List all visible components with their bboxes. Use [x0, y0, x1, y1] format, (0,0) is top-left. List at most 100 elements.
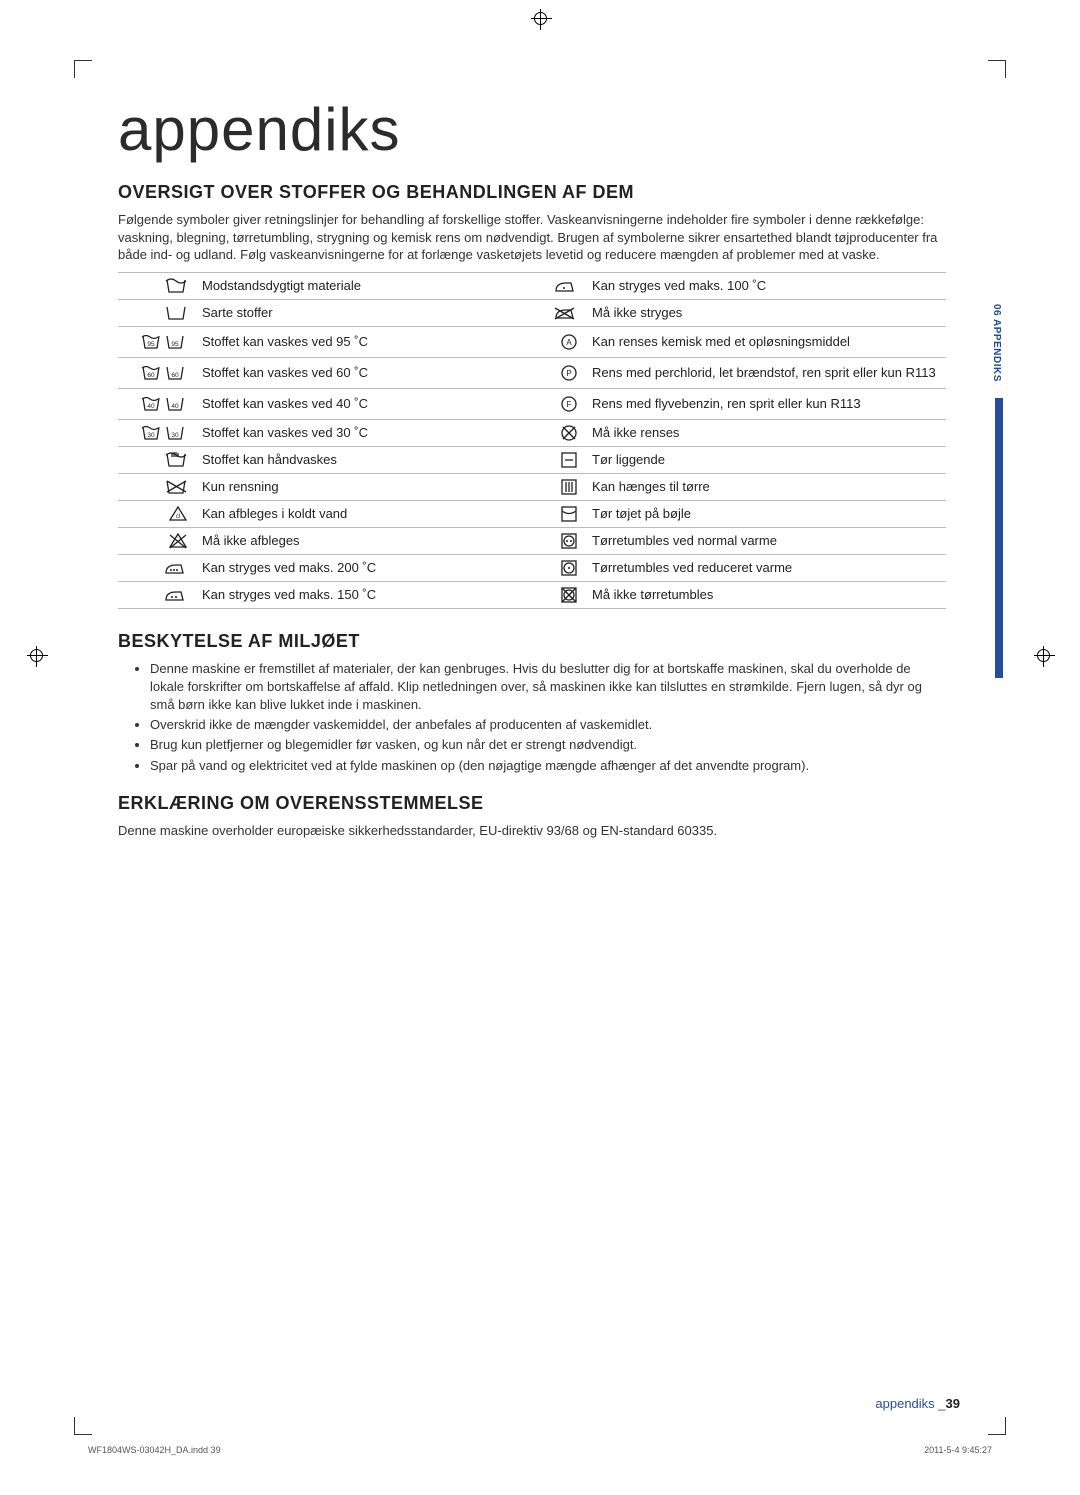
bullet-item: Overskrid ikke de mængder vaskemiddel, d…	[150, 716, 946, 734]
chart-row-icon-left: 40 40	[118, 388, 196, 419]
crop-frame	[988, 60, 1006, 61]
svg-text:95: 95	[147, 341, 155, 348]
chart-row-label-left: Kan stryges ved maks. 200 ˚C	[196, 554, 516, 581]
chart-row: 4040 Stoffet kan vaskes ved 40 ˚C F Rens…	[118, 388, 946, 419]
chart-row-label-right: Kan renses kemisk med et opløsningsmidde…	[586, 326, 946, 357]
chart-row-icon-left: 95 95	[118, 326, 196, 357]
chart-row-icon-right	[516, 299, 586, 326]
chart-row-label-left: Sarte stoffer	[196, 299, 516, 326]
chart-row-icon-left	[118, 527, 196, 554]
chart-row-label-right: Må ikke tørretumbles	[586, 581, 946, 608]
chart-row-icon-right	[516, 554, 586, 581]
chart-row-label-left: Må ikke afbleges	[196, 527, 516, 554]
chart-row-label-right: Tør tøjet på bøjle	[586, 500, 946, 527]
registration-mark-top	[534, 12, 547, 25]
chart-row-icon-left	[118, 554, 196, 581]
chart-row-icon-right: A	[516, 326, 586, 357]
svg-text:cl: cl	[176, 514, 180, 520]
svg-text:60: 60	[147, 372, 155, 379]
section3-heading: ERKLÆRING OM OVERENSSTEMMELSE	[118, 793, 946, 814]
chart-row-label-left: Stoffet kan håndvaskes	[196, 446, 516, 473]
chart-row-icon-right	[516, 581, 586, 608]
chart-row-label-right: Rens med flyvebenzin, ren sprit eller ku…	[586, 388, 946, 419]
page-content: appendiks OVERSIGT OVER STOFFER OG BEHAN…	[118, 95, 946, 847]
chart-row: Kan stryges ved maks. 200 ˚C Tørretumble…	[118, 554, 946, 581]
chart-row-icon-left	[118, 473, 196, 500]
crop-frame	[74, 60, 75, 78]
chart-row: cl Kan afbleges i koldt vand Tør tøjet p…	[118, 500, 946, 527]
chart-row-label-right: Tør liggende	[586, 446, 946, 473]
page-title: appendiks	[118, 95, 946, 164]
svg-text:40: 40	[147, 403, 155, 410]
chart-row-icon-left	[118, 581, 196, 608]
chart-row-label-right: Må ikke stryges	[586, 299, 946, 326]
chart-row: Sarte stoffer Må ikke stryges	[118, 299, 946, 326]
chart-row-icon-right	[516, 419, 586, 446]
chart-row: Kan stryges ved maks. 150 ˚C Må ikke tør…	[118, 581, 946, 608]
chart-row-label-left: Modstandsdygtigt materiale	[196, 272, 516, 299]
chart-row-icon-right	[516, 500, 586, 527]
chart-row: Stoffet kan håndvaskes Tør liggende	[118, 446, 946, 473]
section-tab-bar	[995, 398, 1003, 678]
bullet-item: Spar på vand og elektricitet ved at fyld…	[150, 757, 946, 775]
chart-row-icon-left: 3030	[118, 419, 196, 446]
chart-row-label-left: Kan afbleges i koldt vand	[196, 500, 516, 527]
chart-row-label-right: Tørretumbles ved normal varme	[586, 527, 946, 554]
chart-row-label-left: Kun rensning	[196, 473, 516, 500]
svg-text:40: 40	[171, 403, 179, 410]
bullet-item: Denne maskine er fremstillet af material…	[150, 660, 946, 715]
chart-row-icon-right: P	[516, 357, 586, 388]
svg-text:P: P	[566, 369, 571, 378]
section1-heading: OVERSIGT OVER STOFFER OG BEHANDLINGEN AF…	[118, 182, 946, 203]
svg-text:30: 30	[147, 432, 155, 439]
crop-frame	[1005, 60, 1006, 78]
chart-row: Må ikke afbleges Tørretumbles ved normal…	[118, 527, 946, 554]
chart-row-icon-right	[516, 272, 586, 299]
chart-row-icon-right	[516, 527, 586, 554]
chart-row-label-right: Må ikke renses	[586, 419, 946, 446]
section-tab: 06 APPENDIKS	[986, 304, 1002, 382]
section2-bullets: Denne maskine er fremstillet af material…	[118, 660, 946, 775]
crop-frame	[1005, 1417, 1006, 1435]
chart-row-label-right: Kan hænges til tørre	[586, 473, 946, 500]
section1-intro: Følgende symboler giver retningslinjer f…	[118, 211, 946, 264]
registration-mark-right	[1037, 649, 1050, 662]
bullet-item: Brug kun pletfjerner og blegemidler før …	[150, 736, 946, 754]
chart-row-icon-left: 60 60	[118, 357, 196, 388]
page-footer-section: appendiks _39	[875, 1396, 960, 1411]
chart-row: 3030 Stoffet kan vaskes ved 30 ˚C Må ikk…	[118, 419, 946, 446]
chart-row-icon-left	[118, 299, 196, 326]
chart-row-label-left: Stoffet kan vaskes ved 95 ˚C	[196, 326, 516, 357]
chart-row-label-right: Tørretumbles ved reduceret varme	[586, 554, 946, 581]
footer-timestamp: 2011-5-4 9:45:27	[924, 1445, 992, 1455]
crop-frame	[988, 1434, 1006, 1435]
section2-heading: BESKYTELSE AF MILJØET	[118, 631, 946, 652]
chart-row-label-left: Stoffet kan vaskes ved 30 ˚C	[196, 419, 516, 446]
chart-row: Modstandsdygtigt materiale Kan stryges v…	[118, 272, 946, 299]
fabric-care-chart: Modstandsdygtigt materiale Kan stryges v…	[118, 272, 946, 609]
chart-row-icon-right: F	[516, 388, 586, 419]
crop-frame	[74, 1417, 75, 1435]
registration-mark-left	[30, 649, 43, 662]
svg-text:F: F	[567, 400, 572, 409]
footer-page-number: 39	[946, 1396, 960, 1411]
chart-row: 95 95 Stoffet kan vaskes ved 95 ˚C A Kan …	[118, 326, 946, 357]
chart-row-label-left: Kan stryges ved maks. 150 ˚C	[196, 581, 516, 608]
chart-row: 6060 Stoffet kan vaskes ved 60 ˚C P Rens…	[118, 357, 946, 388]
chart-row-icon-right	[516, 473, 586, 500]
chart-row-icon-left	[118, 272, 196, 299]
svg-text:60: 60	[171, 372, 179, 379]
chart-row-icon-left	[118, 446, 196, 473]
chart-row: Kun rensning Kan hænges til tørre	[118, 473, 946, 500]
svg-text:A: A	[566, 338, 572, 347]
svg-text:95: 95	[171, 341, 179, 348]
chart-row-icon-right	[516, 446, 586, 473]
footer-section-label: appendiks _	[875, 1396, 945, 1411]
chart-row-icon-left: cl	[118, 500, 196, 527]
section3-text: Denne maskine overholder europæiske sikk…	[118, 822, 946, 840]
footer-filename: WF1804WS-03042H_DA.indd 39	[88, 1445, 221, 1455]
crop-frame	[74, 60, 92, 61]
crop-frame	[74, 1434, 92, 1435]
chart-row-label-right: Kan stryges ved maks. 100 ˚C	[586, 272, 946, 299]
chart-row-label-right: Rens med perchlorid, let brændstof, ren …	[586, 357, 946, 388]
